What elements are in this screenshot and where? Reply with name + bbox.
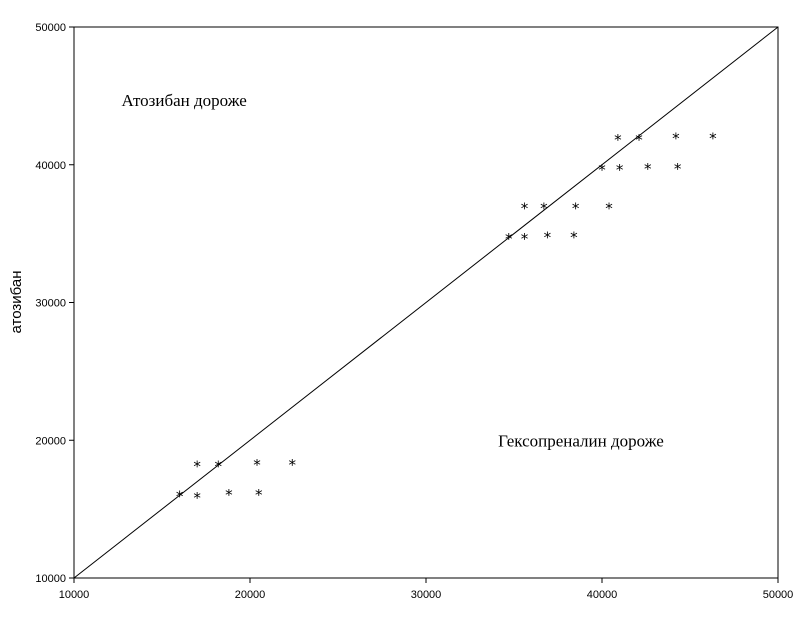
data-point: * — [571, 200, 580, 218]
data-point: * — [543, 229, 552, 247]
data-point: * — [634, 131, 643, 149]
y-axis: 10000 20000 30000 40000 50000 — [35, 22, 74, 585]
x-tick-label: 30000 — [411, 589, 442, 601]
data-point: * — [615, 161, 624, 179]
data-point: * — [504, 230, 513, 248]
y-axis-label: атозибан — [8, 270, 25, 333]
x-tick-label: 50000 — [763, 589, 794, 601]
reference-line — [73, 26, 779, 579]
x-axis: 10000 20000 30000 40000 50000 — [59, 578, 794, 601]
data-point: * — [673, 160, 682, 178]
y-tick-label: 40000 — [35, 160, 66, 172]
annotation-label: Гексопреналин дороже — [498, 431, 664, 450]
annotations: Атозибан дороже Гексопреналин дороже — [122, 91, 664, 450]
data-point: * — [613, 131, 622, 149]
y-tick-label: 50000 — [35, 22, 66, 34]
y-tick-label: 20000 — [35, 435, 66, 447]
data-point: * — [708, 129, 717, 147]
x-tick-label: 40000 — [587, 589, 618, 601]
data-point: * — [605, 200, 614, 218]
data-point: * — [671, 129, 680, 147]
y-tick-label: 30000 — [35, 298, 66, 310]
data-point: * — [214, 457, 223, 475]
data-point: * — [254, 486, 263, 504]
data-point: * — [520, 230, 529, 248]
data-point: * — [224, 486, 233, 504]
data-point: * — [569, 229, 578, 247]
data-point: * — [253, 456, 262, 474]
data-point: * — [539, 200, 548, 218]
data-point: * — [175, 488, 184, 506]
data-point: * — [288, 456, 297, 474]
x-tick-label: 10000 — [59, 589, 90, 601]
x-tick-label: 20000 — [235, 589, 266, 601]
y-tick-label: 10000 — [35, 573, 66, 585]
annotation-label: Атозибан дороже — [122, 91, 247, 110]
data-points: ************* *********** — [175, 129, 717, 507]
data-point: * — [193, 489, 202, 507]
data-point: * — [520, 200, 529, 218]
data-point: * — [193, 457, 202, 475]
data-point: * — [597, 161, 606, 179]
data-point: * — [643, 160, 652, 178]
